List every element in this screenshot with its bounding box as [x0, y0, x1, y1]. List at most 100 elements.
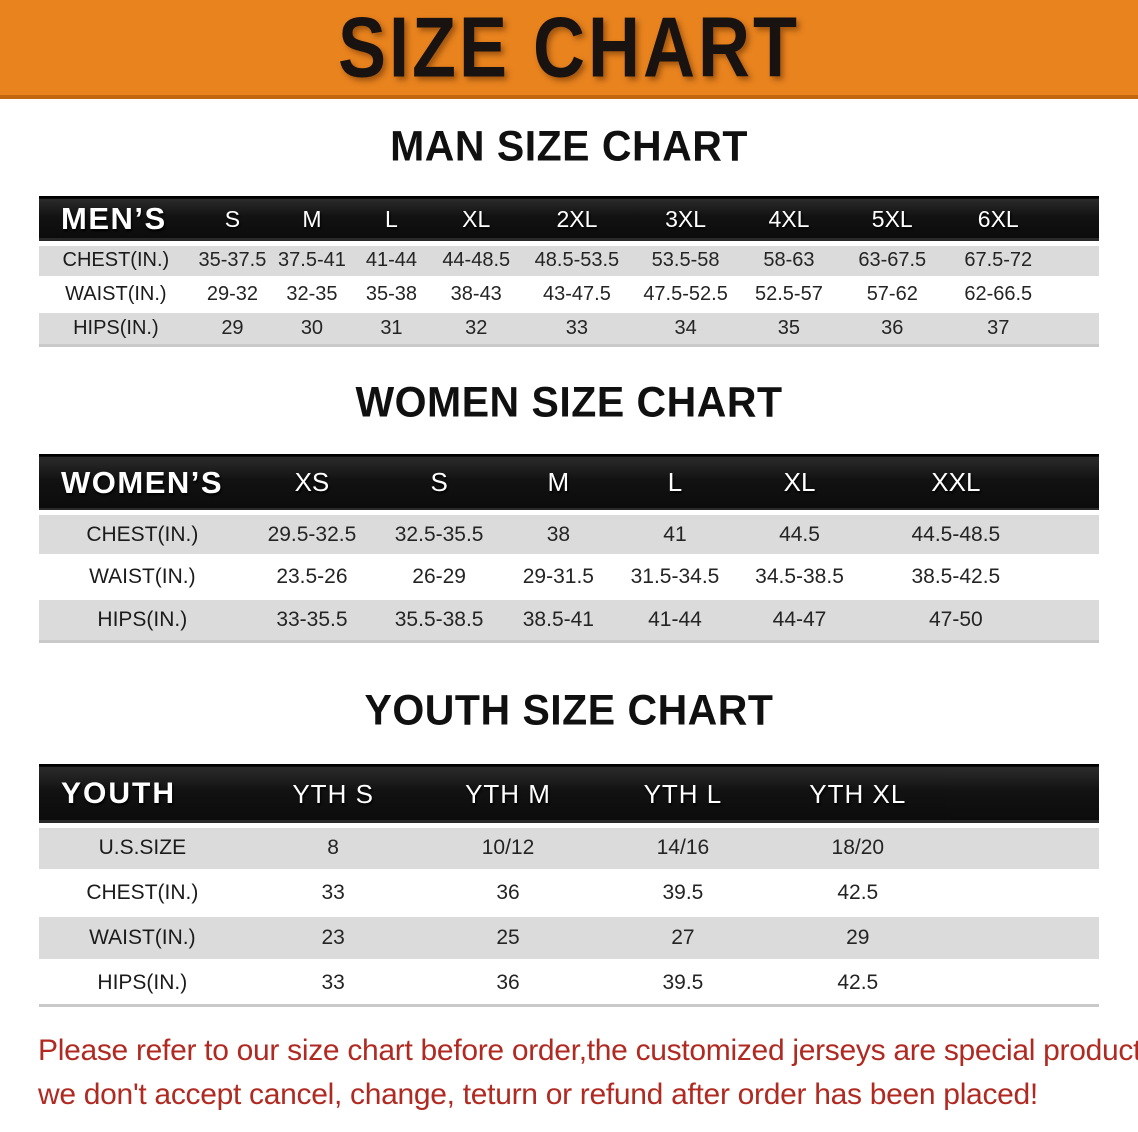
measurement-label: WAIST(IN.)	[89, 565, 196, 588]
measurement-value: 36	[496, 970, 520, 994]
women-size-table: WOMEN’S XS S M L XL XXL CHEST(IN.) 29.5-32.5 32.5…	[39, 454, 1099, 644]
table-group-label: YOUTH	[61, 777, 176, 811]
table-group-label: MEN’S	[61, 201, 167, 237]
size-header-row: WOMEN’S XS S M L XL XXL	[39, 454, 1099, 513]
filler-cell	[1046, 455, 1099, 513]
measurement-label: CHEST(IN.)	[86, 880, 199, 904]
measurement-value: 29-31.5	[522, 565, 594, 588]
size-column-header: M	[302, 205, 322, 232]
measurement-value: 29	[221, 316, 244, 339]
measurement-value: 47.5-52.5	[643, 282, 728, 305]
measurement-label: HIPS(IN.)	[97, 970, 188, 994]
size-column-header: XS	[294, 467, 330, 498]
measurement-value: 67.5-72	[964, 249, 1033, 271]
measurement-value: 62-66.5	[964, 282, 1033, 305]
measurement-value: 29	[846, 925, 870, 949]
measurement-value: 29-32	[206, 282, 259, 305]
measurement-value: 29.5-32.5	[267, 522, 357, 546]
size-column-header: XL	[462, 205, 491, 232]
size-column-header: YTH M	[465, 778, 551, 809]
measurement-row: CHEST(IN.) 35-37.5 37.5-41 41-44 44-48.5 48.5…	[39, 243, 1099, 277]
measurement-label: WAIST(IN.)	[65, 282, 167, 305]
measurement-value: 23.5-26	[276, 565, 348, 588]
filler-cell	[1051, 277, 1099, 311]
measurement-row: WAIST(IN.) 23 25 27 29	[39, 915, 1099, 960]
measurement-row: WAIST(IN.) 29-32 32-35 35-38 38-43 43-47.5 47.…	[39, 277, 1099, 311]
filler-cell	[945, 825, 1099, 870]
measurement-value: 52.5-57	[755, 282, 823, 305]
measurement-value: 58-63	[763, 249, 815, 271]
measurement-value: 33	[565, 316, 589, 339]
size-column-header: YTH S	[292, 778, 374, 809]
measurement-value: 39.5	[662, 970, 704, 994]
measurement-value: 44.5	[779, 522, 820, 546]
filler-cell	[1051, 197, 1099, 243]
filler-cell	[945, 870, 1099, 915]
measurement-value: 32-35	[286, 282, 338, 305]
filler-cell	[1046, 513, 1099, 556]
measurement-row: HIPS(IN.) 33 36 39.5 42.5	[39, 960, 1099, 1005]
measurement-value: 38	[546, 522, 571, 546]
disclaimer-line-2: we don't accept cancel, change, teturn o…	[38, 1077, 1038, 1111]
size-column-header: 3XL	[665, 205, 707, 232]
size-column-header: XXL	[931, 467, 981, 498]
measurement-value: 53.5-58	[651, 249, 720, 271]
size-column-header: L	[667, 467, 683, 498]
filler-cell	[945, 765, 1099, 825]
measurement-value: 8	[327, 836, 339, 859]
measurement-value: 30	[300, 316, 324, 339]
measurement-value: 38.5-41	[522, 608, 594, 631]
size-column-header: YTH L	[643, 778, 723, 809]
measurement-label: WAIST(IN.)	[89, 925, 196, 949]
filler-cell	[945, 960, 1099, 1005]
size-column-header: 5XL	[871, 205, 913, 232]
measurement-value: 38-43	[450, 282, 502, 305]
women-section: WOMEN SIZE CHART WOMEN’S XS S M L XL XXL CHEST(…	[0, 377, 1138, 644]
filler-cell	[1046, 556, 1099, 599]
measurement-value: 57-62	[866, 282, 918, 305]
men-section: MAN SIZE CHART MEN’S S M L XL 2XL 3XL 4XL 5XL 6XL…	[0, 122, 1138, 347]
measurement-value: 47-50	[929, 608, 983, 631]
measurement-value: 27	[671, 925, 695, 949]
measurement-row: U.S.SIZE 8 10/12 14/16 18/20	[39, 825, 1099, 870]
banner-title: SIZE CHART	[338, 0, 800, 95]
size-column-header: M	[547, 467, 570, 498]
measurement-value: 42.5	[837, 880, 879, 904]
measurement-value: 32.5-35.5	[394, 522, 484, 546]
women-section-heading: WOMEN SIZE CHART	[355, 377, 783, 426]
measurement-value: 38.5-42.5	[911, 565, 1001, 588]
measurement-value: 14/16	[656, 836, 710, 859]
men-size-table: MEN’S S M L XL 2XL 3XL 4XL 5XL 6XL CHEST(IN.) 35-37…	[39, 196, 1099, 347]
measurement-value: 33	[321, 880, 345, 904]
measurement-value: 44-48.5	[442, 249, 511, 271]
size-column-header: 6XL	[977, 205, 1019, 232]
measurement-row: HIPS(IN.) 33-35.5 35.5-38.5 38.5-41 41-44 44-…	[39, 598, 1099, 642]
measurement-row: CHEST(IN.) 33 36 39.5 42.5	[39, 870, 1099, 915]
measurement-value: 18/20	[831, 836, 885, 859]
measurement-value: 35.5-38.5	[394, 608, 484, 631]
measurement-value: 39.5	[662, 880, 704, 904]
youth-section: YOUTH SIZE CHART YOUTH YTH S YTH M YTH L YTH…	[0, 686, 1138, 1007]
size-column-header: L	[385, 205, 398, 232]
measurement-value: 42.5	[837, 970, 879, 994]
measurement-value: 63-67.5	[858, 249, 927, 271]
measurement-row: CHEST(IN.) 29.5-32.5 32.5-35.5 38 41 44.5 44.5…	[39, 512, 1099, 556]
measurement-value: 37	[987, 316, 1010, 339]
measurement-value: 33	[321, 970, 345, 994]
measurement-value: 33-35.5	[276, 608, 348, 631]
size-column-header: S	[224, 205, 241, 232]
youth-size-table: YOUTH YTH S YTH M YTH L YTH XL U.S.SIZE 8 10/12…	[39, 764, 1099, 1007]
measurement-value: 23	[321, 925, 345, 949]
banner: SIZE CHART	[0, 0, 1138, 99]
size-column-header: YTH XL	[809, 778, 907, 809]
filler-cell	[1046, 599, 1099, 642]
disclaimer-line-1: Please refer to our size chart before or…	[38, 1033, 1138, 1067]
measurement-value: 32	[465, 316, 488, 339]
measurement-value: 34.5-38.5	[755, 565, 844, 588]
measurement-value: 36	[496, 880, 520, 904]
measurement-value: 48.5-53.5	[534, 249, 620, 271]
measurement-value: 44-47	[772, 608, 827, 631]
measurement-value: 26-29	[412, 565, 466, 588]
filler-cell	[1051, 243, 1099, 277]
